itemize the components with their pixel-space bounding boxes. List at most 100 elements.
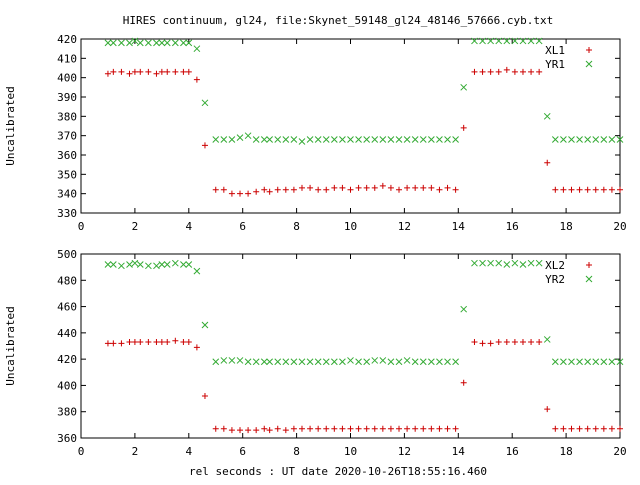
data-point-xl2 — [266, 427, 273, 434]
data-point-yr2 — [608, 358, 616, 366]
data-point-yr1 — [163, 39, 171, 47]
data-point-xl1 — [339, 184, 346, 191]
data-point-yr2 — [193, 267, 201, 275]
data-point-yr2 — [371, 357, 379, 364]
data-point-xl2 — [164, 339, 171, 346]
data-point-yr1 — [395, 136, 403, 143]
data-point-xl1 — [153, 70, 160, 77]
data-point-xl2 — [460, 379, 467, 386]
data-point-yr1 — [568, 136, 575, 143]
series-yr1 — [104, 37, 624, 145]
data-point-xl2 — [220, 425, 227, 432]
data-point-yr1 — [419, 136, 427, 143]
data-point-yr1 — [347, 136, 354, 143]
data-point-yr2 — [576, 358, 583, 366]
data-point-xl2 — [487, 340, 494, 347]
x-tick-label: 20 — [613, 445, 626, 458]
data-point-yr2 — [519, 261, 527, 268]
data-point-xl2 — [355, 425, 362, 432]
data-point-yr2 — [487, 259, 494, 267]
data-point-yr2 — [252, 358, 260, 366]
x-tick-label: 6 — [239, 220, 246, 233]
data-point-yr1 — [212, 136, 220, 143]
data-point-yr2 — [330, 358, 338, 366]
data-point-yr1 — [339, 136, 346, 143]
data-point-yr1 — [600, 136, 608, 143]
data-point-yr2 — [145, 262, 152, 270]
data-point-yr1 — [471, 37, 478, 45]
x-tick-label: 18 — [559, 445, 572, 458]
data-point-yr1 — [452, 136, 459, 143]
data-point-yr2 — [592, 358, 600, 366]
data-point-xl1 — [355, 184, 362, 191]
x-tick-label: 0 — [78, 445, 85, 458]
y-tick-label: 440 — [57, 327, 77, 340]
data-point-xl1 — [298, 184, 305, 191]
data-point-yr1 — [201, 99, 209, 107]
data-point-yr2 — [363, 358, 371, 366]
data-point-yr2 — [266, 358, 274, 366]
data-point-yr1 — [298, 138, 306, 145]
data-point-xl1 — [600, 186, 607, 193]
data-point-yr2 — [131, 259, 139, 267]
legend-label-yr2: YR2 — [545, 273, 565, 286]
data-point-xl1 — [331, 184, 338, 191]
data-point-xl2 — [104, 340, 111, 347]
data-point-yr1 — [387, 136, 395, 143]
y-tick-label: 390 — [57, 91, 77, 104]
data-point-yr1 — [118, 39, 125, 47]
x-tick-label: 2 — [132, 445, 139, 458]
data-point-xl2 — [172, 337, 179, 344]
data-point-xl1 — [193, 76, 200, 83]
data-point-xl1 — [412, 184, 419, 191]
x-tick-label: 4 — [185, 220, 192, 233]
data-point-xl2 — [444, 425, 451, 432]
data-point-yr2 — [419, 358, 427, 366]
data-point-xl2 — [110, 340, 117, 347]
y-tick-label: 370 — [57, 130, 77, 143]
y-tick-label: 420 — [57, 33, 77, 46]
data-point-xl1 — [228, 190, 235, 197]
data-point-yr2 — [118, 262, 125, 270]
y-tick-label: 400 — [57, 379, 77, 392]
data-point-yr1 — [584, 136, 592, 143]
data-point-yr2 — [600, 358, 608, 366]
x-tick-label: 16 — [506, 220, 519, 233]
x-tick-label: 0 — [78, 220, 85, 233]
data-point-yr2 — [244, 358, 252, 366]
legend-marker-yr1 — [585, 60, 593, 68]
data-point-yr1 — [592, 136, 600, 143]
x-tick-label: 12 — [398, 220, 411, 233]
data-point-yr1 — [171, 39, 179, 47]
data-point-yr2 — [185, 261, 193, 268]
data-point-xl1 — [404, 184, 411, 191]
legend-marker-xl2 — [586, 262, 592, 268]
data-point-xl2 — [323, 425, 330, 432]
data-point-xl1 — [617, 186, 623, 193]
data-point-yr2 — [568, 358, 575, 366]
data-point-yr2 — [535, 259, 543, 267]
data-point-xl1 — [460, 124, 467, 131]
data-point-xl1 — [608, 186, 615, 193]
chart-title: HIRES continuum, gl24, file:Skynet_59148… — [123, 14, 553, 27]
data-point-yr1 — [479, 37, 486, 45]
data-point-xl1 — [471, 68, 478, 75]
data-point-xl2 — [212, 425, 219, 432]
y-tick-label: 500 — [57, 248, 77, 261]
data-point-yr2 — [228, 357, 236, 364]
data-point-yr2 — [126, 261, 133, 268]
legend-marker-xl1 — [586, 47, 592, 53]
data-point-xl2 — [600, 425, 607, 432]
data-point-xl2 — [608, 425, 615, 432]
data-point-yr1 — [608, 136, 616, 143]
data-point-xl1 — [495, 68, 502, 75]
data-point-yr1 — [314, 136, 322, 143]
data-point-xl2 — [185, 339, 192, 346]
data-point-yr2 — [109, 261, 117, 268]
data-point-xl2 — [536, 339, 543, 346]
data-point-yr2 — [290, 358, 298, 366]
series-xl2 — [104, 337, 623, 434]
data-point-yr2 — [163, 261, 171, 268]
data-point-xl1 — [487, 68, 494, 75]
